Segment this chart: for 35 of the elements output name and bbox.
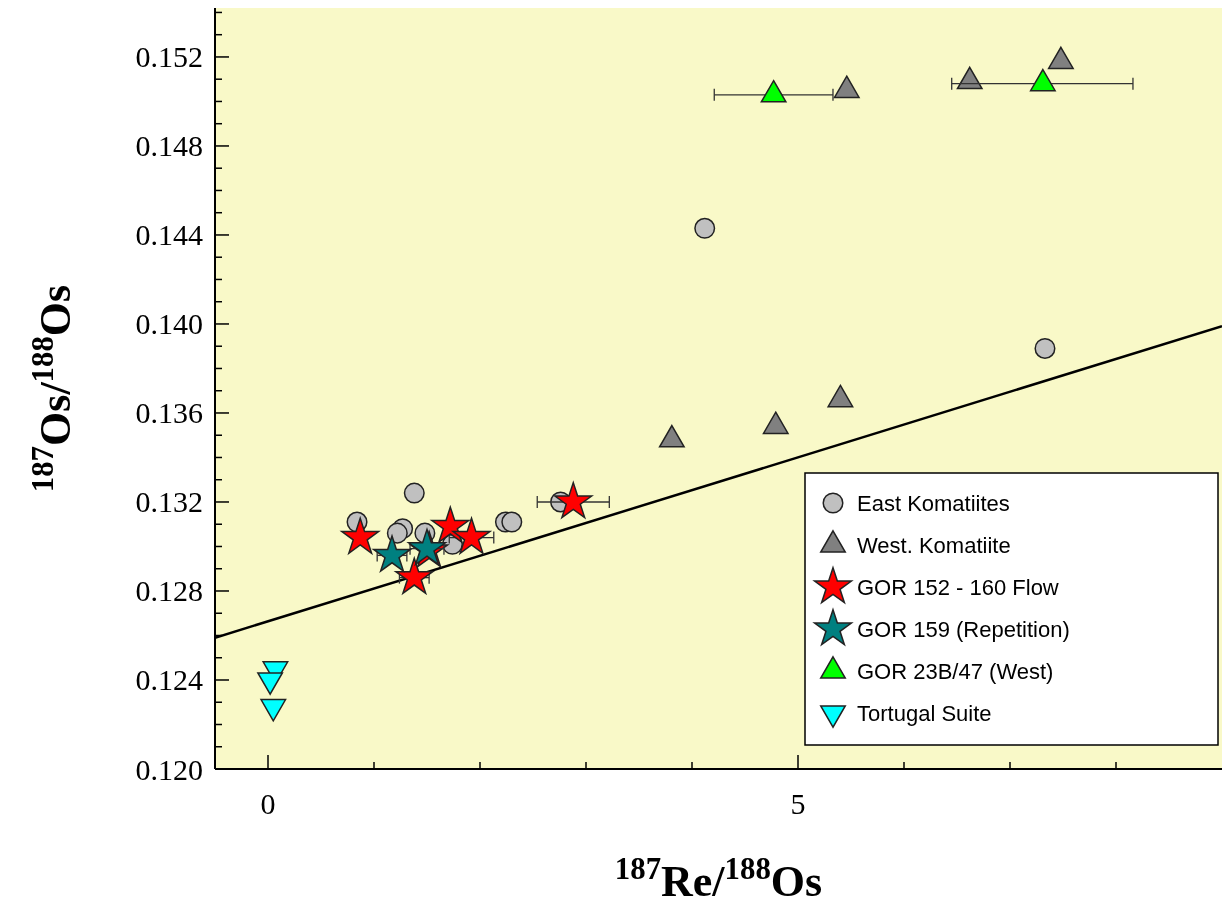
y-tick-label: 0.124 xyxy=(135,663,203,697)
y-tick-label: 0.136 xyxy=(135,396,203,430)
legend-label: West. Komatiite xyxy=(857,532,1011,558)
point xyxy=(1029,68,1056,92)
point xyxy=(341,517,380,554)
point xyxy=(833,75,860,99)
point xyxy=(760,79,787,103)
point xyxy=(1047,46,1074,70)
legend-label: Tortugal Suite xyxy=(857,700,992,726)
legend-label: GOR 23B/47 (West) xyxy=(857,658,1054,684)
point xyxy=(554,481,593,519)
point xyxy=(452,517,491,554)
point xyxy=(501,511,523,533)
point xyxy=(827,384,854,408)
y-tick-label: 0.148 xyxy=(135,129,203,163)
point xyxy=(395,557,434,595)
y-tick-label: 0.120 xyxy=(135,752,203,786)
x-axis-title: $^{187}$Re/$^{188}$Os xyxy=(614,852,823,906)
point xyxy=(372,535,412,572)
y-tick-label: 0.128 xyxy=(135,574,203,608)
legend-label: GOR 159 (Repetition) xyxy=(857,616,1070,642)
x-tick-label: 0 xyxy=(260,787,276,820)
point xyxy=(386,522,408,544)
x-tick-label: 5 xyxy=(790,787,806,820)
legend-label: East Komatiites xyxy=(857,490,1010,516)
y-tick-label: 0.152 xyxy=(135,40,203,74)
point xyxy=(956,66,983,90)
y-tick-label: 0.140 xyxy=(135,307,203,341)
y-tick-label: 0.144 xyxy=(135,218,203,252)
y-tick-label: 0.132 xyxy=(135,485,203,519)
point xyxy=(762,411,789,435)
point xyxy=(431,506,470,543)
point xyxy=(1034,337,1056,359)
legend-label: GOR 152 - 160 Flow xyxy=(857,574,1059,600)
point xyxy=(403,482,425,504)
